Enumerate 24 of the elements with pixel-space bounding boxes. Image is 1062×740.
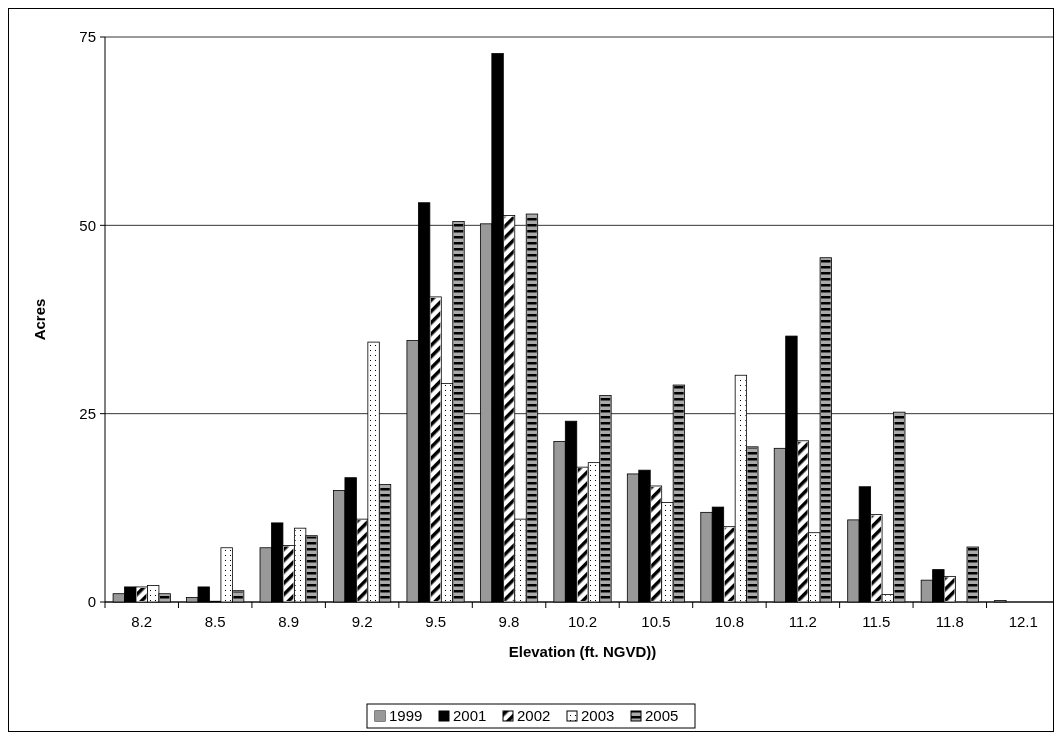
x-tick-label: 8.5 xyxy=(204,613,226,630)
y-axis-title: Acres xyxy=(31,298,48,341)
x-tick-label: 10.2 xyxy=(567,613,598,630)
legend-label: 2003 xyxy=(581,707,615,725)
x-tick-label: 12.1 xyxy=(1008,613,1038,630)
legend-label: 1999 xyxy=(389,707,423,725)
x-tick-label: 10.5 xyxy=(641,613,671,630)
y-tick-label: 75 xyxy=(79,28,96,46)
x-tick-label: 9.8 xyxy=(498,613,520,630)
legend-label: 2001 xyxy=(453,707,487,725)
x-tick-label: 8.9 xyxy=(278,613,300,630)
x-tick-label: 10.8 xyxy=(714,613,745,630)
legend-label: 2005 xyxy=(645,707,679,725)
y-tick-label: 50 xyxy=(79,216,96,234)
x-tick-label: 9.2 xyxy=(351,613,373,630)
x-axis-title: Elevation (ft. NGVD)) xyxy=(508,643,657,660)
y-tick-label: 25 xyxy=(79,404,96,422)
legend-label: 2002 xyxy=(517,707,551,725)
y-tick-label: 0 xyxy=(87,593,96,611)
x-tick-label: 11.5 xyxy=(862,613,891,630)
x-tick-label: 8.2 xyxy=(131,613,153,630)
x-tick-label: 11.8 xyxy=(935,613,964,630)
x-tick-label: 9.5 xyxy=(425,613,447,630)
x-tick-label: 11.2 xyxy=(788,613,817,630)
